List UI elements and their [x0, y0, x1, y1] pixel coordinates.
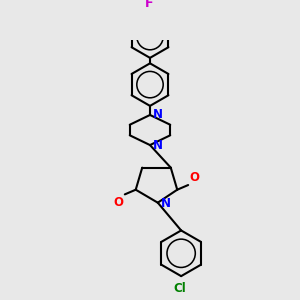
Text: F: F [145, 0, 153, 10]
Text: Cl: Cl [173, 282, 186, 295]
Text: N: N [161, 197, 171, 211]
Text: O: O [189, 171, 200, 184]
Text: N: N [153, 139, 163, 152]
Text: O: O [113, 196, 124, 209]
Text: N: N [153, 109, 163, 122]
